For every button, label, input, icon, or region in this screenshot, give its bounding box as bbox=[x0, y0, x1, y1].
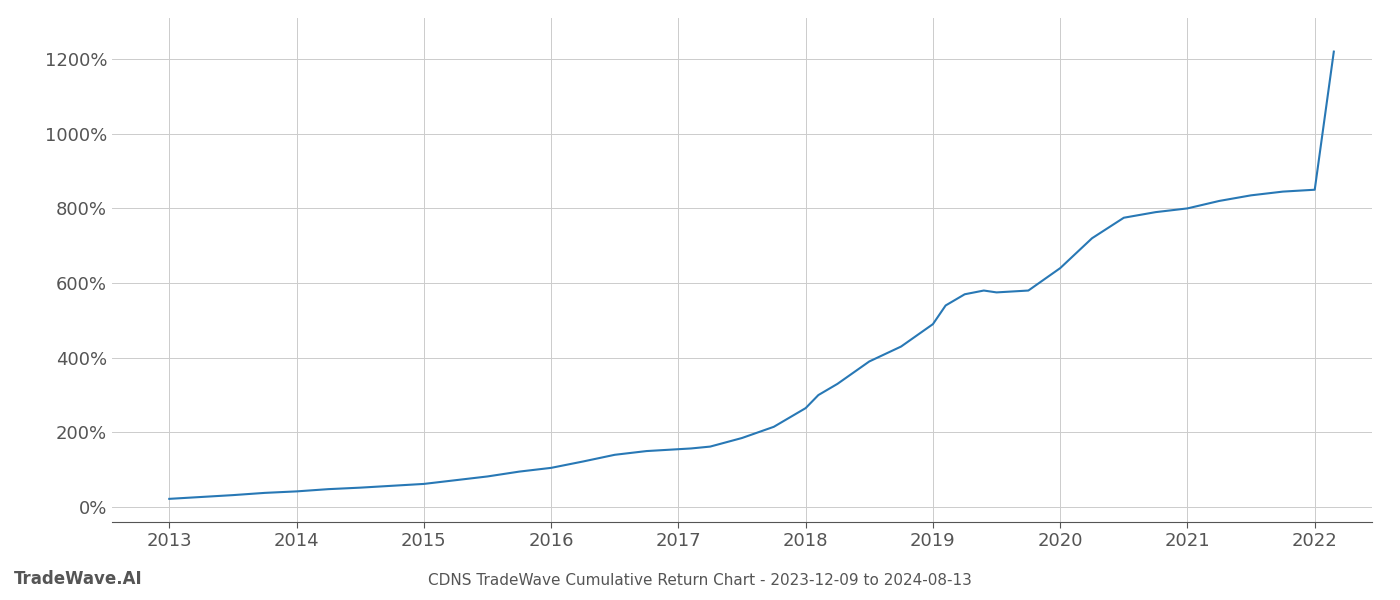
Text: TradeWave.AI: TradeWave.AI bbox=[14, 570, 143, 588]
Text: CDNS TradeWave Cumulative Return Chart - 2023-12-09 to 2024-08-13: CDNS TradeWave Cumulative Return Chart -… bbox=[428, 573, 972, 588]
